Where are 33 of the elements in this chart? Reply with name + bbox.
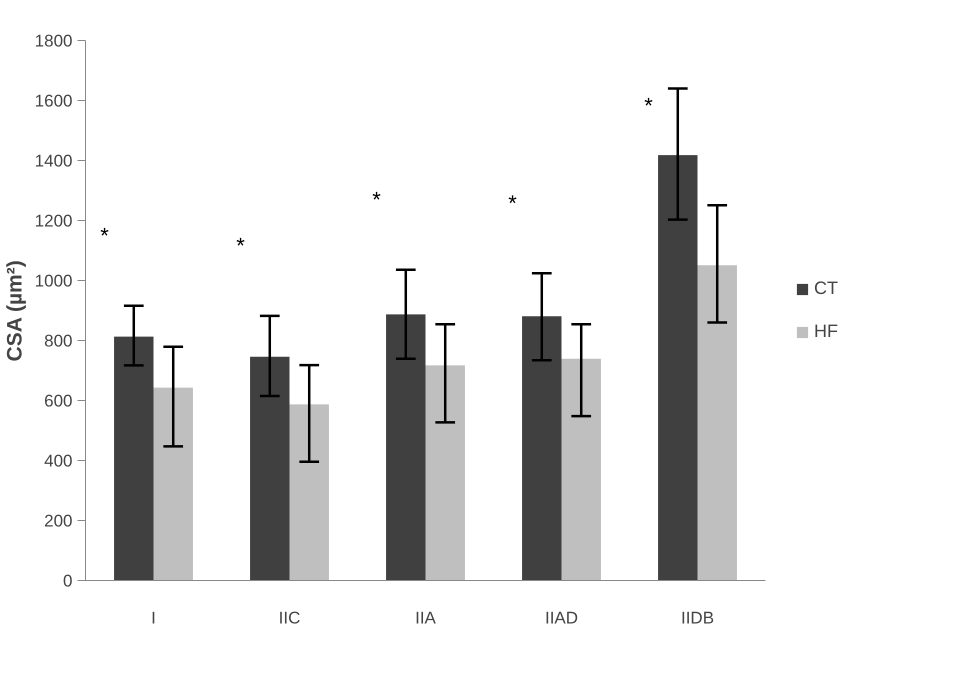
legend-label: CT	[814, 278, 838, 299]
annotation: *	[644, 92, 654, 118]
annotation: *	[508, 190, 518, 216]
y-tick-label: 600	[44, 392, 73, 410]
bar	[426, 365, 465, 580]
bar	[522, 316, 562, 580]
bar	[114, 336, 154, 580]
y-axis-title: CSA (µm²)	[4, 260, 27, 362]
annotation: *	[100, 223, 110, 248]
y-tick-label: 1800	[34, 32, 73, 50]
bar	[154, 388, 193, 580]
annotation: *	[372, 187, 382, 212]
y-tick-label: 1000	[34, 272, 73, 290]
bar	[658, 155, 698, 580]
y-tick-label: 1400	[34, 152, 73, 170]
y-tick-label: 1600	[34, 92, 73, 110]
bar	[290, 404, 329, 580]
y-tick-label: 200	[44, 512, 73, 530]
bar	[698, 265, 737, 580]
bar	[562, 358, 601, 580]
bar	[386, 314, 426, 580]
annotation: *	[236, 233, 246, 258]
x-tick-label: IIA	[415, 608, 437, 628]
y-tick-label: 400	[44, 452, 73, 470]
y-tick-label: 0	[63, 572, 73, 590]
x-tick-label: IIAD	[544, 608, 578, 628]
bar	[250, 356, 290, 580]
y-tick-label: 800	[44, 332, 73, 350]
legend-label: HF	[814, 321, 838, 342]
x-tick-label: IIDB	[680, 608, 714, 628]
y-tick-label: 1200	[34, 212, 73, 230]
x-tick-label: I	[151, 608, 156, 628]
x-tick-label: IIC	[278, 608, 300, 628]
